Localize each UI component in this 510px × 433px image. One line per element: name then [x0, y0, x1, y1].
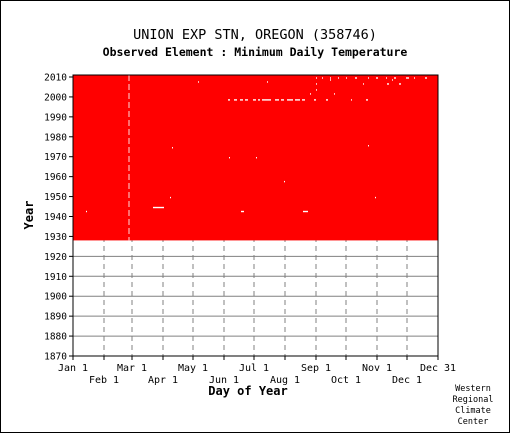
- y-tick-label: 1880: [44, 332, 67, 343]
- missing-data-cell: [368, 77, 369, 79]
- x-tick-label: Aug 1: [270, 375, 300, 386]
- y-tick-label: 1930: [44, 232, 67, 243]
- x-tick-label: Jan 1: [58, 363, 88, 374]
- missing-data-cell: [198, 81, 199, 83]
- missing-data-cell: [392, 79, 393, 81]
- missing-data-cell: [355, 77, 357, 79]
- missing-data-cell: [368, 145, 369, 147]
- x-tick-label: Mar 1: [117, 363, 147, 374]
- missing-data-cell: [258, 99, 260, 101]
- y-tick-label: 1980: [44, 132, 67, 143]
- x-tick-label: Apr 1: [148, 375, 178, 386]
- x-tick-label: Feb 1: [89, 375, 119, 386]
- missing-data-cell: [240, 99, 243, 101]
- missing-data-cell: [86, 210, 87, 213]
- missing-data-cell: [229, 157, 230, 159]
- missing-data-cell: [330, 77, 331, 79]
- x-tick-label: Dec 31: [420, 363, 456, 374]
- x-tick-label: May 1: [178, 363, 208, 374]
- missing-data-cell: [262, 99, 271, 101]
- missing-data-cell: [303, 210, 308, 213]
- plot-area: 1870 1880 1890 1900 1910 1920 1930 1940 1950 1960…: [44, 72, 456, 386]
- x-tick-label: Nov 1: [362, 363, 392, 374]
- credit-line: Climate: [455, 406, 491, 416]
- wrcc-credit: Western Regional Climate Center: [443, 384, 503, 428]
- missing-data-cell: [414, 77, 415, 79]
- missing-data-cell: [338, 77, 339, 79]
- y-tick-label: 1920: [44, 252, 67, 263]
- missing-data-cell: [170, 196, 171, 199]
- credit-line: Regional: [452, 395, 494, 405]
- missing-data-cell: [153, 206, 164, 209]
- missing-data-cell: [326, 99, 328, 101]
- missing-data-cell: [334, 93, 335, 95]
- y-axis-label: Year: [22, 201, 36, 230]
- x-tick-label: Jul 1: [239, 363, 269, 374]
- missing-data-cell: [376, 77, 378, 79]
- missing-data-cell: [275, 99, 279, 101]
- missing-data-cell: [253, 99, 256, 101]
- missing-data-cell: [267, 81, 268, 83]
- chart-title: UNION EXP STN, OREGON (358746): [133, 27, 377, 43]
- missing-data-cell: [256, 157, 257, 159]
- credit-line: Center: [457, 417, 489, 427]
- x-tick-label: Oct 1: [331, 375, 361, 386]
- x-tick-label: Jun 1: [209, 375, 239, 386]
- missing-data-cell: [228, 99, 230, 101]
- missing-data-cell: [406, 77, 409, 79]
- missing-data-cell: [387, 83, 389, 85]
- missing-data-cell: [346, 77, 347, 79]
- missing-data-cell: [425, 77, 427, 79]
- missing-data-cell: [322, 77, 323, 79]
- y-tick-label: 2000: [44, 92, 67, 103]
- missing-data-cell: [314, 99, 316, 101]
- missing-data-cell: [310, 93, 311, 95]
- data-coverage-block: [73, 75, 438, 241]
- missing-data-cell: [284, 180, 285, 183]
- chart-subtitle: Observed Element : Minimum Daily Tempera…: [103, 45, 408, 59]
- missing-data-cell: [234, 99, 237, 101]
- missing-data-cell: [316, 83, 317, 85]
- missing-data-cell: [287, 99, 293, 101]
- credit-line: Western: [455, 384, 491, 394]
- missing-data-cell: [302, 99, 305, 101]
- plot-border: [72, 74, 439, 357]
- missing-data-cell: [316, 89, 317, 91]
- y-tick-label: 1900: [44, 292, 67, 303]
- y-tick-label: 1990: [44, 112, 67, 123]
- missing-data-cell: [245, 99, 248, 101]
- missing-data-cell: [394, 77, 396, 79]
- y-tick-label: 1890: [44, 312, 67, 323]
- missing-data-cell: [366, 99, 368, 101]
- missing-data-cell: [330, 79, 331, 81]
- y-tick-label: 1940: [44, 212, 67, 223]
- missing-data-cell: [316, 77, 317, 79]
- y-tick-label: 1970: [44, 152, 67, 163]
- y-tick-label: 2010: [44, 72, 67, 83]
- missing-data-cell: [295, 99, 300, 101]
- missing-data-cell: [363, 83, 364, 85]
- y-tick-label: 1910: [44, 272, 67, 283]
- y-tick-label: 1960: [44, 172, 67, 183]
- y-tick-label: 1870: [44, 352, 67, 363]
- missing-data-cell: [386, 77, 387, 79]
- missing-data-cell: [399, 83, 401, 85]
- x-tick-label: Dec 1: [392, 375, 422, 386]
- x-axis-label: Day of Year: [208, 384, 287, 398]
- missing-data-cell: [241, 210, 244, 213]
- y-tick-label: 1950: [44, 192, 67, 203]
- x-tick-label: Sep 1: [301, 363, 331, 374]
- missing-data-cell: [172, 147, 173, 149]
- missing-data-cell: [281, 99, 284, 101]
- missing-data-cell: [351, 99, 352, 101]
- missing-data-cell: [375, 196, 376, 199]
